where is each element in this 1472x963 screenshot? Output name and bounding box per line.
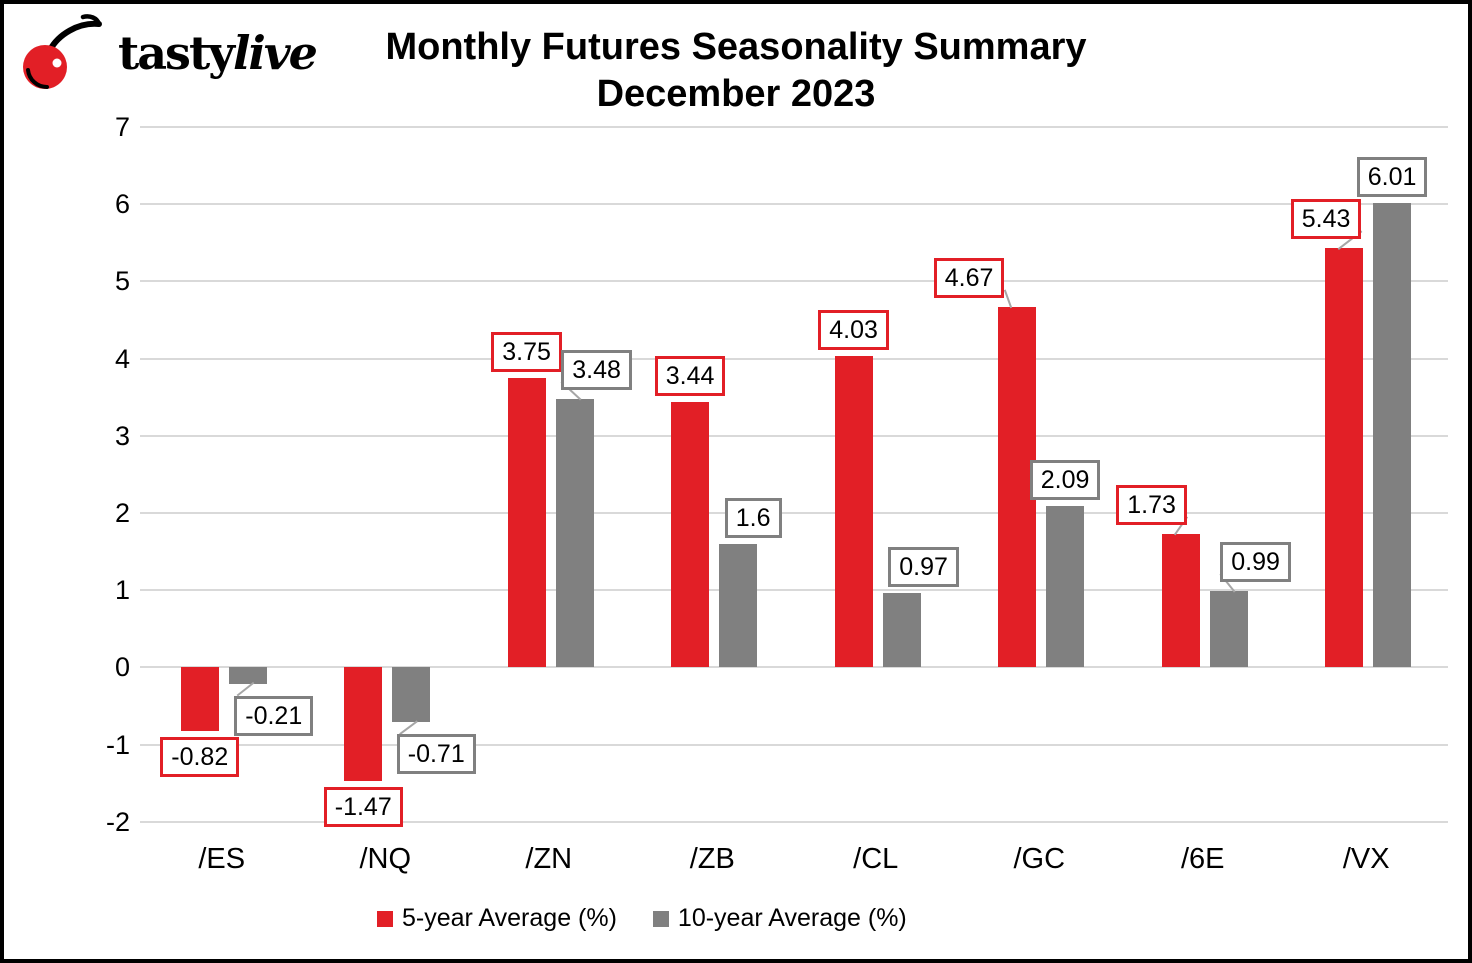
chart-title: Monthly Futures Seasonality Summary Dece… — [0, 24, 1472, 118]
value-label-10yr-GC: 2.09 — [1029, 460, 1101, 501]
value-label-5yr-ES: -0.82 — [160, 736, 240, 777]
bar-10yr-ES — [228, 667, 267, 684]
y-axis-tick-label: -1 — [105, 729, 130, 760]
y-axis-tick-label: 5 — [114, 266, 130, 297]
x-axis-label: /6E — [1180, 843, 1225, 875]
gridline — [140, 126, 1448, 128]
chart-title-line2: December 2023 — [596, 73, 876, 115]
y-axis-tick-label: 4 — [114, 343, 130, 374]
legend-swatch — [652, 910, 669, 927]
leader-line — [399, 720, 418, 736]
value-label-10yr-NQ: -0.71 — [396, 734, 476, 775]
bar-10yr-VX — [1373, 203, 1412, 668]
gridline — [140, 820, 1448, 823]
y-axis-tick-label: 2 — [114, 498, 130, 528]
value-label-5yr-ZB: 3.44 — [654, 355, 726, 396]
bar-10yr-ZB — [719, 543, 758, 668]
gridline — [140, 434, 1448, 437]
gridline — [140, 357, 1448, 360]
bar-5yr-CL — [834, 356, 873, 668]
bar-10yr-NQ — [392, 667, 431, 723]
bar-10yr-CL — [882, 592, 921, 668]
y-axis-tick-label: 1 — [114, 575, 130, 606]
gridline — [140, 666, 1448, 669]
bar-5yr-NQ — [344, 667, 383, 781]
value-label-10yr-CL: 0.97 — [888, 546, 959, 587]
chart-title-line1: Monthly Futures Seasonality Summary — [385, 26, 1087, 68]
cherry-icon — [23, 14, 102, 90]
bar-5yr-6E — [1161, 533, 1200, 668]
bar-5yr-ZB — [671, 401, 710, 668]
value-label-10yr-ES: -0.21 — [234, 695, 314, 736]
gridline — [140, 203, 1448, 206]
x-axis-label: /VX — [1342, 843, 1390, 875]
leader-line — [236, 681, 255, 697]
value-label-5yr-VX: 5.43 — [1290, 199, 1362, 240]
legend-swatch — [377, 910, 393, 927]
value-label-10yr-VX: 6.01 — [1356, 157, 1428, 198]
gridline — [140, 743, 1448, 746]
legend-label: 5-year Average (%) — [402, 904, 617, 932]
bar-5yr-ZN — [507, 377, 546, 668]
x-axis-label: /NQ — [359, 843, 412, 875]
gridline — [140, 280, 1448, 283]
value-label-5yr-CL: 4.03 — [818, 310, 889, 351]
x-axis-label: /CL — [853, 843, 899, 875]
bar-5yr-VX — [1325, 248, 1364, 668]
x-axis-label: /ES — [198, 843, 246, 875]
legend-label: 10-year Average (%) — [677, 904, 907, 932]
bar-10yr-ZN — [555, 398, 594, 668]
value-label-5yr-NQ: -1.47 — [323, 786, 403, 827]
value-label-10yr-ZN: 3.48 — [561, 349, 632, 390]
x-axis-label: /ZB — [689, 843, 735, 875]
gridline — [140, 589, 1448, 592]
value-label-10yr-ZB: 1.6 — [724, 497, 782, 538]
logo-text-tasty: tasty — [118, 26, 235, 80]
value-label-5yr-ZN: 3.75 — [491, 331, 562, 372]
legend-item: 10-year Average (%) — [652, 904, 907, 933]
y-axis-tick-label: 0 — [114, 652, 130, 683]
legend-item: 5-year Average (%) — [377, 904, 617, 933]
bar-5yr-ES — [180, 667, 219, 731]
y-axis-tick-label: 7 — [114, 112, 130, 142]
leader-line — [1003, 289, 1013, 309]
value-label-5yr-6E: 1.73 — [1116, 484, 1187, 525]
bar-10yr-GC — [1046, 506, 1085, 668]
bar-10yr-6E — [1209, 590, 1248, 668]
value-label-5yr-GC: 4.67 — [933, 257, 1005, 298]
logo-wordmark: tastylive — [118, 14, 318, 92]
x-axis-label: /GC — [1013, 843, 1066, 875]
legend: 5-year Average (%) 10-year Average (%) — [377, 904, 907, 933]
y-axis-tick-label: 6 — [114, 189, 130, 220]
gridline — [140, 512, 1448, 514]
y-axis-tick-label: 3 — [114, 420, 130, 451]
value-label-10yr-6E: 0.99 — [1220, 541, 1291, 582]
y-axis-tick-label: -2 — [105, 806, 130, 837]
tastylive-logo: tastylive — [20, 14, 318, 92]
x-axis-label: /ZN — [525, 843, 573, 875]
logo-text-live: live — [232, 26, 318, 80]
